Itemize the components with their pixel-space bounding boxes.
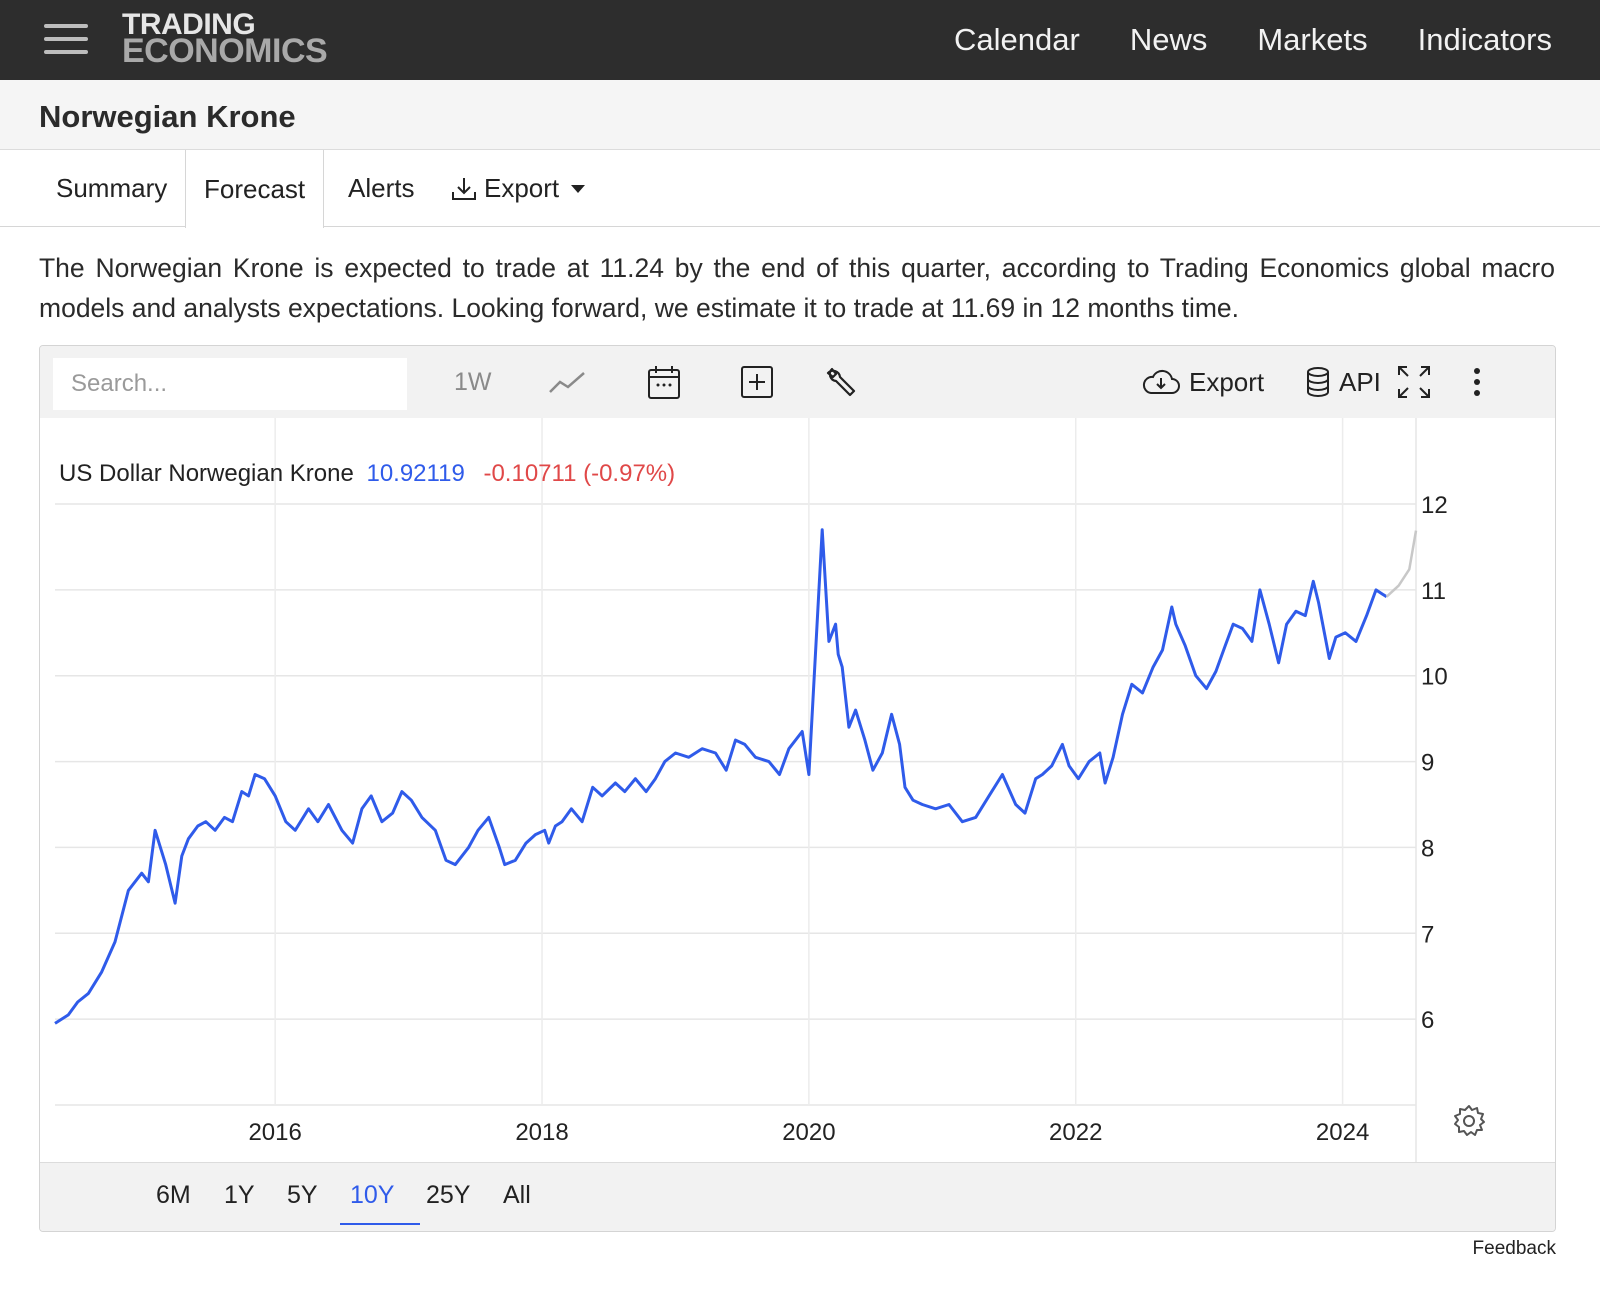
tab-bar: Summary Forecast Alerts Export [0,150,1600,228]
calendar-button[interactable] [647,360,681,404]
chart-area[interactable]: 6 7 8 9 10 11 12 2016 2018 2020 2022 2024 US Dollar… [40,418,1555,1162]
fullscreen-button[interactable] [1396,360,1432,404]
title-bar: Norwegian Krone [0,80,1600,150]
download-icon [452,177,476,200]
more-vertical-icon [1474,368,1480,396]
forecast-description: The Norwegian Krone is expected to trade… [39,253,1555,323]
series-name: US Dollar Norwegian Krone [59,460,354,487]
range-25y[interactable]: 25Y [426,1181,471,1209]
plus-square-icon [741,366,773,398]
range-selector: 6M 1Y 5Y 10Y 25Y All [40,1162,1555,1231]
x-tick-label: 2016 [248,1119,301,1146]
nav-indicators[interactable]: Indicators [1417,22,1552,57]
chart-panel: 1W [39,345,1556,1232]
tab-forecast[interactable]: Forecast [185,150,325,228]
y-tick-label: 10 [1421,664,1448,691]
range-1y[interactable]: 1Y [224,1181,255,1209]
fullscreen-icon [1398,366,1430,398]
nav-news[interactable]: News [1129,22,1208,57]
wrench-icon [826,367,856,397]
active-range-indicator [340,1223,420,1225]
series-line [54,528,1388,1025]
trading-economics-logo[interactable]: TRADING ECONOMICS [122,8,328,70]
series-change: -0.10711 (-0.97%) [483,460,676,487]
x-tick-label: 2022 [1049,1119,1102,1146]
gear-icon[interactable] [1452,1104,1486,1138]
nav-calendar[interactable]: Calendar [954,22,1080,57]
more-options-button[interactable] [1472,360,1482,404]
x-tick-label: 2024 [1316,1119,1369,1146]
forecast-line [1385,530,1418,598]
y-tick-label: 11 [1421,578,1446,605]
price-chart[interactable]: 6 7 8 9 10 11 12 2016 2018 2020 2022 2024 [40,418,1555,1162]
feedback-link[interactable]: Feedback [1472,1238,1556,1259]
interval-button[interactable]: 1W [454,367,492,396]
y-tick-label: 6 [1421,1007,1434,1034]
tab-export[interactable]: Export [450,150,586,227]
range-all[interactable]: All [503,1181,531,1209]
api-label: API [1339,366,1381,397]
main-nav: Calendar News Markets Indicators [954,0,1552,80]
chart-type-button[interactable] [548,360,586,404]
range-10y[interactable]: 10Y [350,1181,395,1209]
caret-down-icon [571,184,586,193]
y-tick-label: 8 [1421,835,1434,862]
calendar-icon [648,366,680,399]
search-input[interactable] [53,358,407,410]
tab-summary[interactable]: Summary [56,173,168,203]
api-button[interactable]: API [1305,360,1381,404]
y-tick-label: 7 [1421,921,1434,948]
chart-export-button[interactable]: Export [1141,360,1264,404]
y-tick-label: 9 [1421,750,1434,777]
page-title: Norwegian Krone [39,99,296,134]
settings-tool-button[interactable] [824,360,858,404]
top-navbar: TRADING ECONOMICS Calendar News Markets … [0,0,1600,80]
range-6m[interactable]: 6M [156,1181,191,1209]
y-tick-label: 12 [1421,492,1448,519]
line-chart-icon [549,372,585,393]
menu-icon[interactable] [44,24,88,56]
chart-legend: US Dollar Norwegian Krone 10.92119 -0.10… [59,460,675,488]
database-icon [1307,367,1329,397]
chart-toolbar: 1W [40,346,1555,418]
cloud-download-icon [1142,369,1180,394]
chart-export-label: Export [1189,366,1265,397]
range-5y[interactable]: 5Y [287,1181,318,1209]
compare-button[interactable] [740,360,774,404]
x-tick-label: 2018 [515,1119,568,1146]
export-tab-label: Export [484,173,560,203]
series-value: 10.92119 [366,460,465,487]
tab-alerts[interactable]: Alerts [348,173,415,203]
nav-markets[interactable]: Markets [1257,22,1368,57]
x-tick-label: 2020 [782,1119,835,1146]
